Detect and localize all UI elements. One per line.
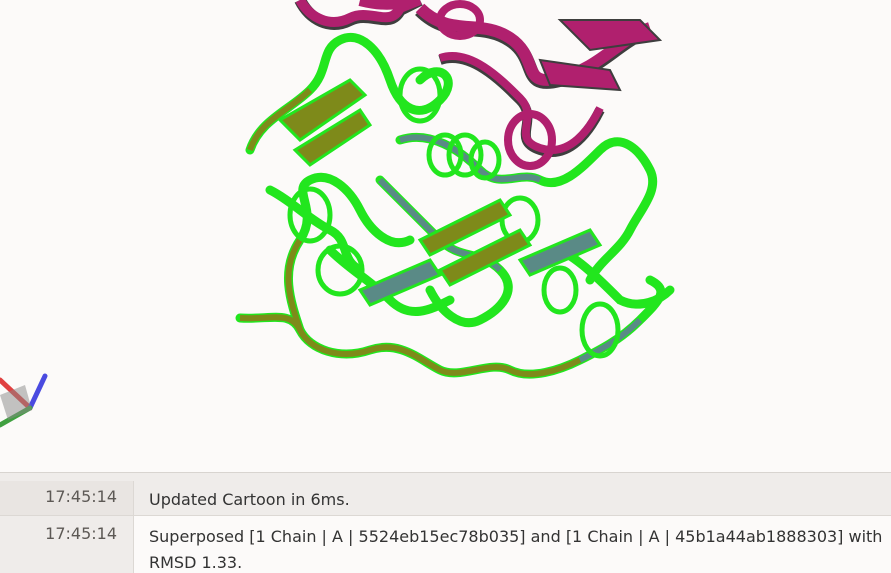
axes-orientation-icon — [0, 373, 48, 428]
chain-b-cartoon — [294, 0, 663, 170]
log-message: Updated Cartoon in 6ms. — [149, 490, 350, 509]
log-entry: 17:45:14 Superposed [1 Chain | A | 5524e… — [0, 515, 891, 573]
chain-a-cartoon — [235, 32, 675, 379]
structure-canvas[interactable] — [0, 0, 891, 472]
log-panel: 17:45:14 Updated Cartoon in 6ms. 17:45:1… — [0, 472, 891, 573]
3d-viewport[interactable] — [0, 0, 891, 472]
log-message: Superposed [1 Chain | A | 5524eb15ec78b0… — [134, 516, 891, 573]
log-timestamp: 17:45:14 — [0, 516, 134, 573]
